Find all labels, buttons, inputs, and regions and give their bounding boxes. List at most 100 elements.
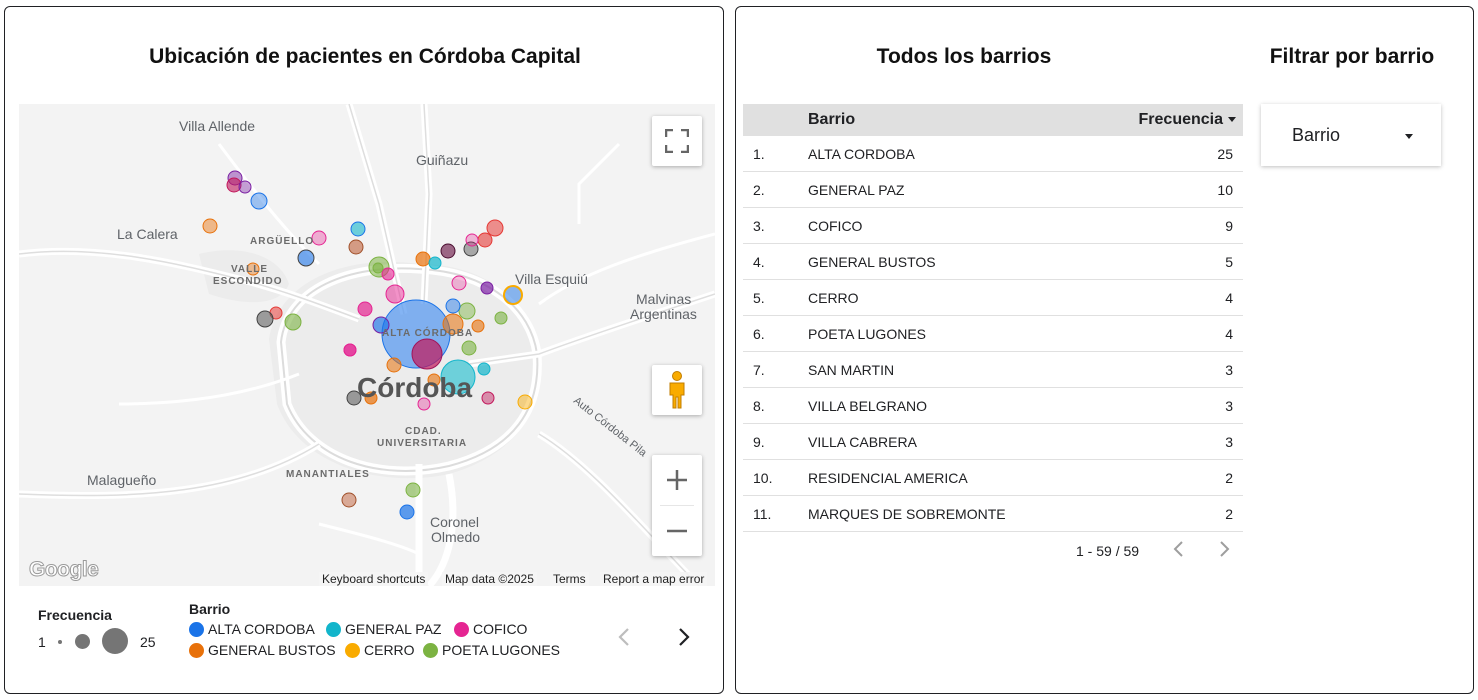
legend-item-poeta-lugones[interactable]: POETA LUGONES bbox=[423, 642, 560, 658]
row-frecuencia: 5 bbox=[1225, 254, 1233, 270]
zoom-in-button[interactable] bbox=[652, 455, 702, 505]
table-body: 1. ALTA CORDOBA 25 2. GENERAL PAZ 10 3. COFICO 9… bbox=[743, 136, 1243, 532]
place-coronel: Coronel bbox=[430, 514, 480, 530]
legend-size-small bbox=[58, 640, 62, 644]
row-frecuencia: 3 bbox=[1225, 398, 1233, 414]
row-frecuencia: 2 bbox=[1225, 506, 1233, 522]
table-row[interactable]: 9. VILLA CABRERA 3 bbox=[743, 424, 1243, 460]
row-index: 7. bbox=[753, 362, 765, 378]
fullscreen-button[interactable] bbox=[652, 116, 702, 166]
place-cordoba: Córdoba bbox=[357, 372, 473, 403]
chevron-left-icon[interactable] bbox=[1172, 538, 1186, 560]
legend-item-cerro[interactable]: CERRO bbox=[345, 642, 415, 658]
report-map-error-link[interactable]: Report a map error bbox=[600, 572, 708, 586]
legend-color-swatch bbox=[326, 621, 341, 637]
zoom-controls bbox=[652, 455, 702, 556]
table-row[interactable]: 5. CERRO 4 bbox=[743, 280, 1243, 316]
legend-item-label: POETA LUGONES bbox=[442, 642, 560, 658]
legend-frequency-title: Frecuencia bbox=[38, 607, 112, 623]
legend-color-swatch bbox=[423, 642, 438, 658]
place-malvinas: Malvinas bbox=[636, 291, 692, 307]
legend-size-large bbox=[102, 628, 128, 654]
pagination-text: 1 - 59 / 59 bbox=[1076, 543, 1140, 559]
table-panel: Todos los barrios Filtrar por barrio Bar… bbox=[735, 6, 1474, 694]
table-title: Todos los barrios bbox=[876, 45, 1052, 68]
row-frecuencia: 3 bbox=[1225, 362, 1233, 378]
legend-item-label: COFICO bbox=[473, 621, 528, 637]
place-arguello: ARGÜELLO bbox=[250, 236, 315, 247]
table-row[interactable]: 4. GENERAL BUSTOS 5 bbox=[743, 244, 1243, 280]
map-data-text: Map data ©2025 bbox=[442, 572, 537, 586]
caret-down-icon bbox=[1405, 134, 1413, 139]
table-header: Barrio Frecuencia bbox=[743, 104, 1243, 136]
place-alta-cordoba: ALTA CÓRDOBA bbox=[382, 328, 474, 339]
row-frecuencia: 4 bbox=[1225, 290, 1233, 306]
row-frecuencia: 3 bbox=[1225, 434, 1233, 450]
place-guinazu: Guiñazu bbox=[416, 152, 469, 168]
legend-item-label: GENERAL PAZ bbox=[345, 621, 442, 637]
place-escondido: ESCONDIDO bbox=[213, 276, 283, 287]
row-frecuencia: 4 bbox=[1225, 326, 1233, 342]
table-row[interactable]: 6. POETA LUGONES 4 bbox=[743, 316, 1243, 352]
dropdown-label: Barrio bbox=[1292, 125, 1341, 145]
row-barrio: GENERAL PAZ bbox=[808, 182, 905, 198]
legend-color-swatch bbox=[345, 642, 360, 658]
legend-frequency-max: 25 bbox=[140, 634, 156, 650]
place-cdad: CDAD. bbox=[405, 426, 442, 437]
column-header-barrio[interactable]: Barrio bbox=[808, 111, 856, 128]
row-index: 4. bbox=[753, 254, 765, 270]
legend-color-swatch bbox=[454, 621, 469, 637]
table-row[interactable]: 8. VILLA BELGRANO 3 bbox=[743, 388, 1243, 424]
plus-icon bbox=[667, 470, 687, 490]
legend-item-label: ALTA CORDOBA bbox=[208, 621, 315, 637]
chevron-left-icon[interactable] bbox=[617, 626, 631, 648]
legend-item-cofico[interactable]: COFICO bbox=[454, 621, 527, 637]
row-barrio: ALTA CORDOBA bbox=[808, 146, 915, 162]
map-footer: Keyboard shortcuts Map data ©2025 Terms … bbox=[19, 572, 715, 586]
table-row[interactable]: 1. ALTA CORDOBA 25 bbox=[743, 136, 1243, 172]
column-header-frecuencia[interactable]: Frecuencia bbox=[1138, 111, 1223, 128]
keyboard-shortcuts-link[interactable]: Keyboard shortcuts bbox=[319, 572, 429, 586]
row-frecuencia: 10 bbox=[1217, 182, 1233, 198]
row-barrio: VILLA CABRERA bbox=[808, 434, 917, 450]
minus-icon bbox=[667, 529, 687, 533]
legend-item-general-paz[interactable]: GENERAL PAZ bbox=[326, 621, 441, 637]
place-la-calera: La Calera bbox=[117, 226, 178, 242]
row-barrio: RESIDENCIAL AMERICA bbox=[808, 470, 968, 486]
map-area[interactable]: Villa Allende Guiñazu La Calera ARGÜELLO… bbox=[19, 104, 715, 586]
place-valle: VALLE bbox=[231, 264, 269, 275]
row-barrio: SAN MARTIN bbox=[808, 362, 895, 378]
table-row[interactable]: 2. GENERAL PAZ 10 bbox=[743, 172, 1243, 208]
table-row[interactable]: 3. COFICO 9 bbox=[743, 208, 1243, 244]
row-index: 5. bbox=[753, 290, 765, 306]
row-barrio: GENERAL BUSTOS bbox=[808, 254, 936, 270]
filter-title: Filtrar por barrio bbox=[1269, 45, 1435, 68]
row-frecuencia: 25 bbox=[1217, 146, 1233, 162]
chevron-right-icon[interactable] bbox=[677, 626, 691, 648]
row-index: 2. bbox=[753, 182, 765, 198]
place-malagueno: Malagueño bbox=[87, 472, 157, 488]
pegman-icon bbox=[669, 371, 685, 409]
terms-link[interactable]: Terms bbox=[550, 572, 589, 586]
row-barrio: MARQUES DE SOBREMONTE bbox=[808, 506, 1006, 522]
legend-item-alta-cordoba[interactable]: ALTA CORDOBA bbox=[189, 621, 315, 637]
barrio-filter-dropdown[interactable]: Barrio bbox=[1261, 104, 1441, 166]
row-barrio: POETA LUGONES bbox=[808, 326, 926, 342]
row-index: 6. bbox=[753, 326, 765, 342]
map-title: Ubicación de pacientes en Córdoba Capita… bbox=[149, 45, 581, 68]
zoom-out-button[interactable] bbox=[652, 506, 702, 556]
legend-color-swatch bbox=[189, 642, 204, 658]
table-row[interactable]: 10. RESIDENCIAL AMERICA 2 bbox=[743, 460, 1243, 496]
legend-item-label: CERRO bbox=[364, 642, 415, 658]
place-universitaria: UNIVERSITARIA bbox=[377, 438, 468, 449]
street-view-button[interactable] bbox=[652, 365, 702, 415]
row-index: 11. bbox=[753, 506, 772, 522]
legend-item-general-bustos[interactable]: GENERAL BUSTOS bbox=[189, 642, 336, 658]
place-olmedo: Olmedo bbox=[431, 529, 481, 545]
table-row[interactable]: 11. MARQUES DE SOBREMONTE 2 bbox=[743, 496, 1243, 532]
sort-descending-icon[interactable] bbox=[1228, 117, 1236, 122]
table-row[interactable]: 7. SAN MARTIN 3 bbox=[743, 352, 1243, 388]
fullscreen-icon bbox=[665, 129, 689, 153]
chevron-right-icon[interactable] bbox=[1217, 538, 1231, 560]
row-index: 1. bbox=[753, 146, 765, 162]
